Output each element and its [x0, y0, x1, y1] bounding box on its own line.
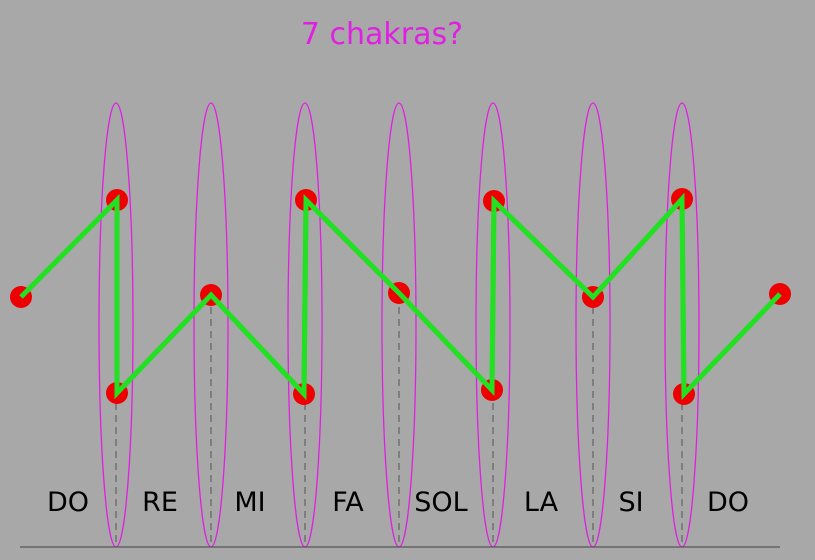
energy-path-overlay [19, 192, 782, 401]
note-label-mi: MI [234, 487, 265, 518]
note-label-fa: FA [332, 487, 364, 518]
note-label-sol: SOL [414, 487, 467, 518]
note-labels: DO RE MI FA SOL LA SI DO [47, 487, 749, 518]
diagram-title: 7 chakras? [301, 17, 463, 52]
note-label-la: LA [524, 487, 559, 518]
note-label-do: DO [47, 487, 89, 518]
note-label-si: SI [618, 487, 643, 518]
note-label-do-high: DO [707, 487, 749, 518]
note-label-re: RE [142, 487, 178, 518]
